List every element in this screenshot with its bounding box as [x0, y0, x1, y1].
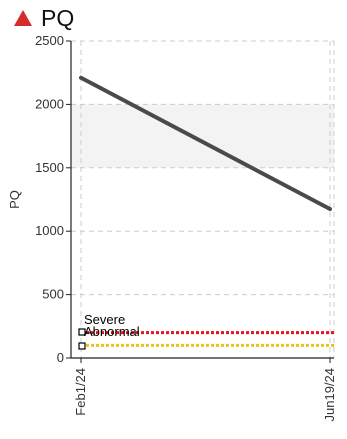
y-tick-label: 500	[42, 287, 64, 302]
chart-title: PQ	[41, 4, 75, 31]
x-tick-label: Feb1/24	[73, 368, 88, 416]
y-axis-title: PQ	[7, 190, 22, 209]
y-tick-labels: 0 500 1000 1500 2000 2500	[35, 33, 71, 365]
legend-label-severe: Severe	[84, 312, 125, 327]
grid-lines	[71, 40, 335, 358]
legend-marker	[78, 328, 86, 336]
series-line	[79, 75, 332, 212]
legend-label-abnormal: Abnormal	[84, 324, 140, 339]
y-tick-label: 2000	[35, 96, 64, 111]
y-tick-label: 1000	[35, 223, 64, 238]
x-tick-label: Jun19/24	[322, 368, 337, 422]
chart-header: PQ	[14, 4, 74, 32]
threshold-lines	[81, 331, 334, 347]
series-lines	[79, 75, 332, 212]
x-tick-labels: Feb1/24 Jun19/24	[73, 358, 337, 422]
y-tick-label: 2500	[35, 33, 64, 48]
y-tick-label: 0	[57, 350, 64, 365]
legend-marker	[78, 342, 86, 350]
y-tick-label: 1500	[35, 160, 64, 175]
reference-band	[71, 104, 334, 168]
red-up-triangle-icon	[14, 10, 32, 26]
